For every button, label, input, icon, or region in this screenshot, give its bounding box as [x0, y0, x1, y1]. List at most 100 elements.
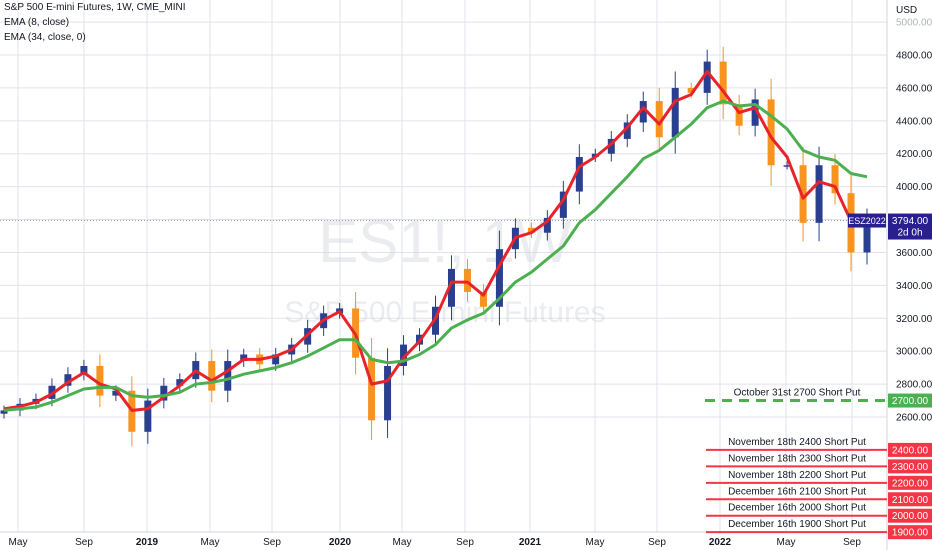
candle [495, 230, 503, 326]
time-tick-label: May [9, 537, 28, 548]
candle-body [240, 354, 248, 362]
candle-body [527, 227, 535, 233]
ema-lines [3, 70, 868, 412]
level-price-tag-bg [888, 508, 932, 523]
put-level-lines: October 31st 2700 Short Put November 18th… [705, 388, 887, 534]
candle-body [96, 365, 104, 396]
candle [64, 367, 72, 393]
candle [224, 349, 232, 403]
level-price-tag-label: 2200.00 [892, 478, 929, 489]
price-tick-label: 3400.00 [896, 281, 932, 292]
candle [527, 222, 535, 239]
candle-body [495, 249, 503, 307]
price-tick-label: 4800.00 [896, 51, 932, 62]
candle-body [735, 104, 743, 126]
level-price-tag-label: 1900.00 [892, 528, 929, 539]
time-tick-label: Sep [648, 537, 666, 548]
time-tick-label: May [201, 537, 220, 548]
level-price-tag-bg [888, 442, 932, 457]
candle-body [639, 101, 647, 123]
price-tick-label: 2800.00 [896, 380, 932, 391]
candle [479, 284, 487, 315]
candle-body [719, 61, 727, 105]
candle-body [783, 165, 791, 167]
ema-slow-legend[interactable]: EMA (34, close, 0) [4, 32, 86, 43]
candle [831, 154, 839, 205]
time-tick-label: Sep [843, 537, 861, 548]
candle [160, 377, 168, 409]
contract-tag-label: ESZ2022 [848, 216, 886, 226]
price-tick-label: 3000.00 [896, 347, 932, 358]
ema-fast-legend[interactable]: EMA (8, close) [4, 17, 70, 28]
candle-body [64, 374, 72, 386]
contract-tag-bg [848, 213, 886, 228]
time-tick-label: Sep [75, 537, 93, 548]
price-tick-label: 4200.00 [896, 149, 932, 160]
level-price-tag: 1900.00 [888, 525, 932, 540]
price-tick-label: 4400.00 [896, 116, 932, 127]
put-level-label: December 16th 1900 Short Put [728, 519, 866, 530]
candle-body [463, 268, 471, 292]
time-tick-label: May [393, 537, 412, 548]
candle [719, 46, 727, 120]
time-tick-label: 2019 [136, 537, 159, 548]
candle [607, 131, 615, 162]
candle-body [176, 379, 184, 386]
candle-body [751, 99, 759, 126]
candle [400, 335, 408, 376]
candle-body [80, 365, 88, 375]
contract-tag: ESZ2022 [848, 213, 886, 228]
level-price-tag: 2100.00 [888, 492, 932, 507]
candle [783, 161, 791, 170]
candle [463, 259, 471, 302]
level-price-tag-label: 2400.00 [892, 445, 929, 456]
candle [543, 210, 551, 241]
time-tick-label: Sep [263, 537, 281, 548]
candle [703, 49, 711, 105]
put-level-label: October 31st 2700 Short Put [734, 388, 861, 399]
level-price-tag-label: 2100.00 [892, 495, 929, 506]
candle [447, 255, 455, 321]
level-price-tag-label: 2300.00 [892, 462, 929, 473]
symbol-title[interactable]: S&P 500 E-mini Futures, 1W, CME_MINI [4, 2, 186, 13]
level-price-tag-label: 2700.00 [892, 396, 929, 407]
candle [80, 359, 88, 381]
time-tick-label: Sep [456, 537, 474, 548]
candle-body [575, 157, 583, 192]
candle-body [400, 344, 408, 366]
candle-body [479, 291, 487, 307]
price-tick-label: 2600.00 [896, 413, 932, 424]
time-axis: May Sep 2019 May Sep 2020 May Sep 2021 May Sep 2022… [9, 537, 862, 548]
time-tick-label: 2022 [709, 537, 732, 548]
level-price-tag: 2000.00 [888, 508, 932, 523]
candle-body [687, 87, 695, 93]
price-tick-label: 4600.00 [896, 83, 932, 94]
candle [96, 354, 104, 408]
candle [575, 144, 583, 205]
candle-body [447, 268, 455, 307]
last-price-countdown: 2d 0h [897, 228, 922, 239]
last-price-bg [888, 213, 932, 240]
put-level-label: November 18th 2400 Short Put [728, 437, 866, 448]
candle [639, 91, 647, 132]
candle-body [543, 217, 551, 233]
candle-body [384, 365, 392, 421]
candle-body [655, 101, 663, 138]
candle-body [368, 357, 376, 421]
candle-body [671, 87, 679, 138]
candle-body [208, 361, 216, 391]
candle [735, 94, 743, 136]
time-tick-label: 2021 [519, 537, 542, 548]
candle-body [703, 61, 711, 93]
ema-fast-line [3, 70, 868, 412]
watermark-name: S&P 500 E-mini Futures [284, 296, 605, 329]
candle [240, 348, 248, 367]
candle-body [559, 191, 567, 218]
level-price-tag: 2700.00 [888, 393, 932, 408]
candle [623, 114, 631, 148]
put-level-label: November 18th 2200 Short Put [728, 470, 866, 481]
